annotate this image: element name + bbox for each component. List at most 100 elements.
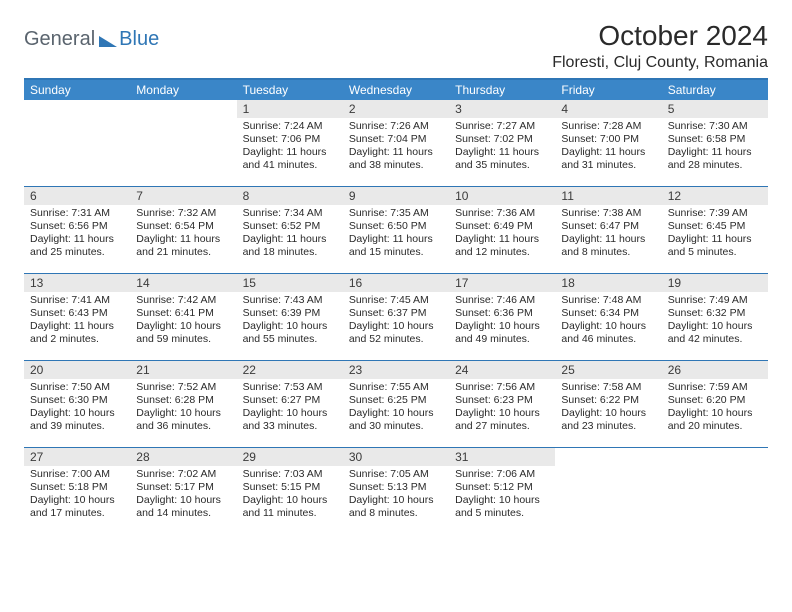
month-title: October 2024: [552, 20, 768, 52]
day-cell: [24, 100, 130, 186]
weekday-header: Monday: [130, 80, 236, 100]
day-cell: 17Sunrise: 7:46 AMSunset: 6:36 PMDayligh…: [449, 274, 555, 360]
day-body: Sunrise: 7:52 AMSunset: 6:28 PMDaylight:…: [130, 379, 236, 438]
day-number: 17: [449, 274, 555, 292]
day-cell: [662, 448, 768, 534]
day-number: 24: [449, 361, 555, 379]
day-body: Sunrise: 7:05 AMSunset: 5:13 PMDaylight:…: [343, 466, 449, 525]
day-body: Sunrise: 7:48 AMSunset: 6:34 PMDaylight:…: [555, 292, 661, 351]
day-number: 22: [237, 361, 343, 379]
weekday-header: Wednesday: [343, 80, 449, 100]
week-row: 27Sunrise: 7:00 AMSunset: 5:18 PMDayligh…: [24, 447, 768, 534]
day-cell: 9Sunrise: 7:35 AMSunset: 6:50 PMDaylight…: [343, 187, 449, 273]
day-body: Sunrise: 7:06 AMSunset: 5:12 PMDaylight:…: [449, 466, 555, 525]
week-row: 20Sunrise: 7:50 AMSunset: 6:30 PMDayligh…: [24, 360, 768, 447]
day-cell: 31Sunrise: 7:06 AMSunset: 5:12 PMDayligh…: [449, 448, 555, 534]
day-body: Sunrise: 7:46 AMSunset: 6:36 PMDaylight:…: [449, 292, 555, 351]
day-body: Sunrise: 7:28 AMSunset: 7:00 PMDaylight:…: [555, 118, 661, 177]
day-body: Sunrise: 7:53 AMSunset: 6:27 PMDaylight:…: [237, 379, 343, 438]
day-cell: 1Sunrise: 7:24 AMSunset: 7:06 PMDaylight…: [237, 100, 343, 186]
day-number: 1: [237, 100, 343, 118]
week-row: 6Sunrise: 7:31 AMSunset: 6:56 PMDaylight…: [24, 186, 768, 273]
day-number: 7: [130, 187, 236, 205]
day-body: Sunrise: 7:56 AMSunset: 6:23 PMDaylight:…: [449, 379, 555, 438]
day-cell: 14Sunrise: 7:42 AMSunset: 6:41 PMDayligh…: [130, 274, 236, 360]
day-body: Sunrise: 7:55 AMSunset: 6:25 PMDaylight:…: [343, 379, 449, 438]
weekday-row: SundayMondayTuesdayWednesdayThursdayFrid…: [24, 80, 768, 100]
day-cell: 18Sunrise: 7:48 AMSunset: 6:34 PMDayligh…: [555, 274, 661, 360]
day-body: Sunrise: 7:49 AMSunset: 6:32 PMDaylight:…: [662, 292, 768, 351]
day-body: Sunrise: 7:39 AMSunset: 6:45 PMDaylight:…: [662, 205, 768, 264]
day-body: Sunrise: 7:58 AMSunset: 6:22 PMDaylight:…: [555, 379, 661, 438]
header: General Blue October 2024 Floresti, Cluj…: [24, 20, 768, 72]
day-number: 2: [343, 100, 449, 118]
day-body: Sunrise: 7:32 AMSunset: 6:54 PMDaylight:…: [130, 205, 236, 264]
day-number: 29: [237, 448, 343, 466]
day-cell: 16Sunrise: 7:45 AMSunset: 6:37 PMDayligh…: [343, 274, 449, 360]
day-body: Sunrise: 7:42 AMSunset: 6:41 PMDaylight:…: [130, 292, 236, 351]
day-number: 21: [130, 361, 236, 379]
day-body: Sunrise: 7:24 AMSunset: 7:06 PMDaylight:…: [237, 118, 343, 177]
day-cell: 6Sunrise: 7:31 AMSunset: 6:56 PMDaylight…: [24, 187, 130, 273]
day-cell: 13Sunrise: 7:41 AMSunset: 6:43 PMDayligh…: [24, 274, 130, 360]
day-body: Sunrise: 7:35 AMSunset: 6:50 PMDaylight:…: [343, 205, 449, 264]
day-cell: 25Sunrise: 7:58 AMSunset: 6:22 PMDayligh…: [555, 361, 661, 447]
triangle-icon: [99, 36, 117, 47]
calendar: SundayMondayTuesdayWednesdayThursdayFrid…: [24, 78, 768, 534]
brand-logo: General Blue: [24, 20, 159, 51]
day-number: 31: [449, 448, 555, 466]
day-cell: 29Sunrise: 7:03 AMSunset: 5:15 PMDayligh…: [237, 448, 343, 534]
weekday-header: Sunday: [24, 80, 130, 100]
weeks-container: 1Sunrise: 7:24 AMSunset: 7:06 PMDaylight…: [24, 100, 768, 534]
day-number: 15: [237, 274, 343, 292]
day-number: 3: [449, 100, 555, 118]
day-cell: 12Sunrise: 7:39 AMSunset: 6:45 PMDayligh…: [662, 187, 768, 273]
day-body: Sunrise: 7:36 AMSunset: 6:49 PMDaylight:…: [449, 205, 555, 264]
day-cell: 3Sunrise: 7:27 AMSunset: 7:02 PMDaylight…: [449, 100, 555, 186]
day-cell: 2Sunrise: 7:26 AMSunset: 7:04 PMDaylight…: [343, 100, 449, 186]
day-body: Sunrise: 7:45 AMSunset: 6:37 PMDaylight:…: [343, 292, 449, 351]
day-cell: 28Sunrise: 7:02 AMSunset: 5:17 PMDayligh…: [130, 448, 236, 534]
day-cell: 21Sunrise: 7:52 AMSunset: 6:28 PMDayligh…: [130, 361, 236, 447]
day-cell: [130, 100, 236, 186]
brand-general: General: [24, 28, 95, 51]
day-number: 19: [662, 274, 768, 292]
day-body: Sunrise: 7:30 AMSunset: 6:58 PMDaylight:…: [662, 118, 768, 177]
day-body: Sunrise: 7:34 AMSunset: 6:52 PMDaylight:…: [237, 205, 343, 264]
day-cell: 4Sunrise: 7:28 AMSunset: 7:00 PMDaylight…: [555, 100, 661, 186]
day-number: 25: [555, 361, 661, 379]
day-cell: 19Sunrise: 7:49 AMSunset: 6:32 PMDayligh…: [662, 274, 768, 360]
day-body: Sunrise: 7:02 AMSunset: 5:17 PMDaylight:…: [130, 466, 236, 525]
day-cell: [555, 448, 661, 534]
weekday-header: Friday: [555, 80, 661, 100]
day-body: Sunrise: 7:50 AMSunset: 6:30 PMDaylight:…: [24, 379, 130, 438]
day-number: 9: [343, 187, 449, 205]
day-body: Sunrise: 7:26 AMSunset: 7:04 PMDaylight:…: [343, 118, 449, 177]
day-body: Sunrise: 7:31 AMSunset: 6:56 PMDaylight:…: [24, 205, 130, 264]
day-number: 13: [24, 274, 130, 292]
week-row: 13Sunrise: 7:41 AMSunset: 6:43 PMDayligh…: [24, 273, 768, 360]
day-cell: 23Sunrise: 7:55 AMSunset: 6:25 PMDayligh…: [343, 361, 449, 447]
day-number: 8: [237, 187, 343, 205]
day-cell: 20Sunrise: 7:50 AMSunset: 6:30 PMDayligh…: [24, 361, 130, 447]
weekday-header: Thursday: [449, 80, 555, 100]
day-number: 18: [555, 274, 661, 292]
day-body: Sunrise: 7:03 AMSunset: 5:15 PMDaylight:…: [237, 466, 343, 525]
day-cell: 15Sunrise: 7:43 AMSunset: 6:39 PMDayligh…: [237, 274, 343, 360]
day-number: 5: [662, 100, 768, 118]
title-block: October 2024 Floresti, Cluj County, Roma…: [552, 20, 768, 72]
day-number: 27: [24, 448, 130, 466]
weekday-header: Saturday: [662, 80, 768, 100]
day-body: Sunrise: 7:41 AMSunset: 6:43 PMDaylight:…: [24, 292, 130, 351]
week-row: 1Sunrise: 7:24 AMSunset: 7:06 PMDaylight…: [24, 100, 768, 186]
day-cell: 5Sunrise: 7:30 AMSunset: 6:58 PMDaylight…: [662, 100, 768, 186]
day-number: 23: [343, 361, 449, 379]
day-number: 6: [24, 187, 130, 205]
location: Floresti, Cluj County, Romania: [552, 54, 768, 72]
day-cell: 7Sunrise: 7:32 AMSunset: 6:54 PMDaylight…: [130, 187, 236, 273]
day-body: Sunrise: 7:43 AMSunset: 6:39 PMDaylight:…: [237, 292, 343, 351]
day-cell: 10Sunrise: 7:36 AMSunset: 6:49 PMDayligh…: [449, 187, 555, 273]
day-body: Sunrise: 7:27 AMSunset: 7:02 PMDaylight:…: [449, 118, 555, 177]
day-number: 4: [555, 100, 661, 118]
day-cell: 24Sunrise: 7:56 AMSunset: 6:23 PMDayligh…: [449, 361, 555, 447]
